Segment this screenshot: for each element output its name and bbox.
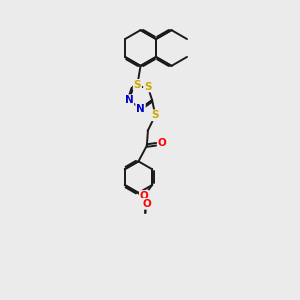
Text: S: S (144, 82, 152, 92)
Text: S: S (134, 80, 141, 90)
Text: N: N (136, 103, 145, 114)
Text: O: O (158, 139, 166, 148)
Text: O: O (142, 199, 151, 209)
Text: O: O (140, 191, 148, 201)
Text: S: S (152, 110, 159, 120)
Text: N: N (124, 95, 133, 105)
